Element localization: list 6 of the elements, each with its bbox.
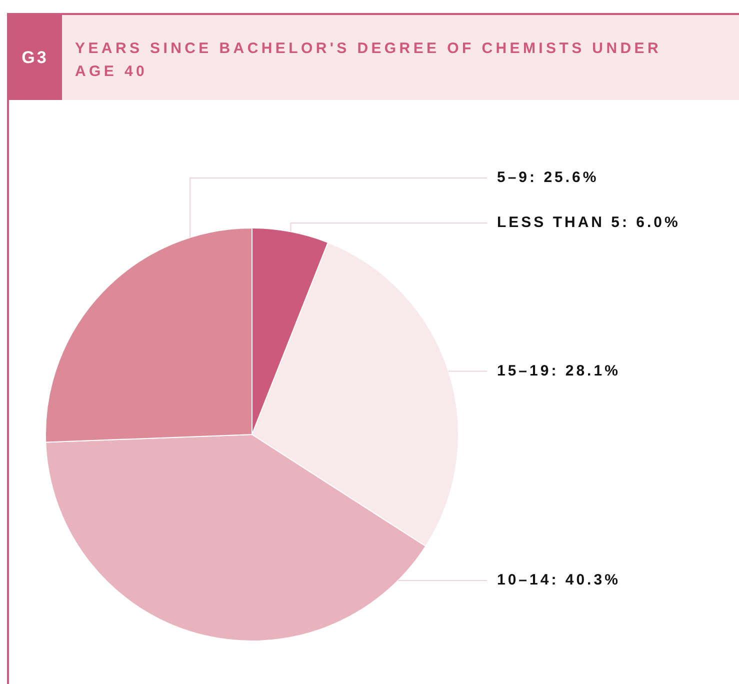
slice-label: 15–19: 28.1% bbox=[497, 362, 620, 380]
slice-label: 5–9: 25.6% bbox=[497, 169, 599, 186]
slice-label: LESS THAN 5: 6.0% bbox=[497, 214, 680, 232]
slice-label: 10–14: 40.3% bbox=[497, 572, 620, 589]
text: G3 bbox=[8, 15, 62, 100]
chart-title: YEARS SINCE BACHELOR'S DEGREE OF CHEMISTS UNDER AGE 40 bbox=[75, 39, 663, 82]
